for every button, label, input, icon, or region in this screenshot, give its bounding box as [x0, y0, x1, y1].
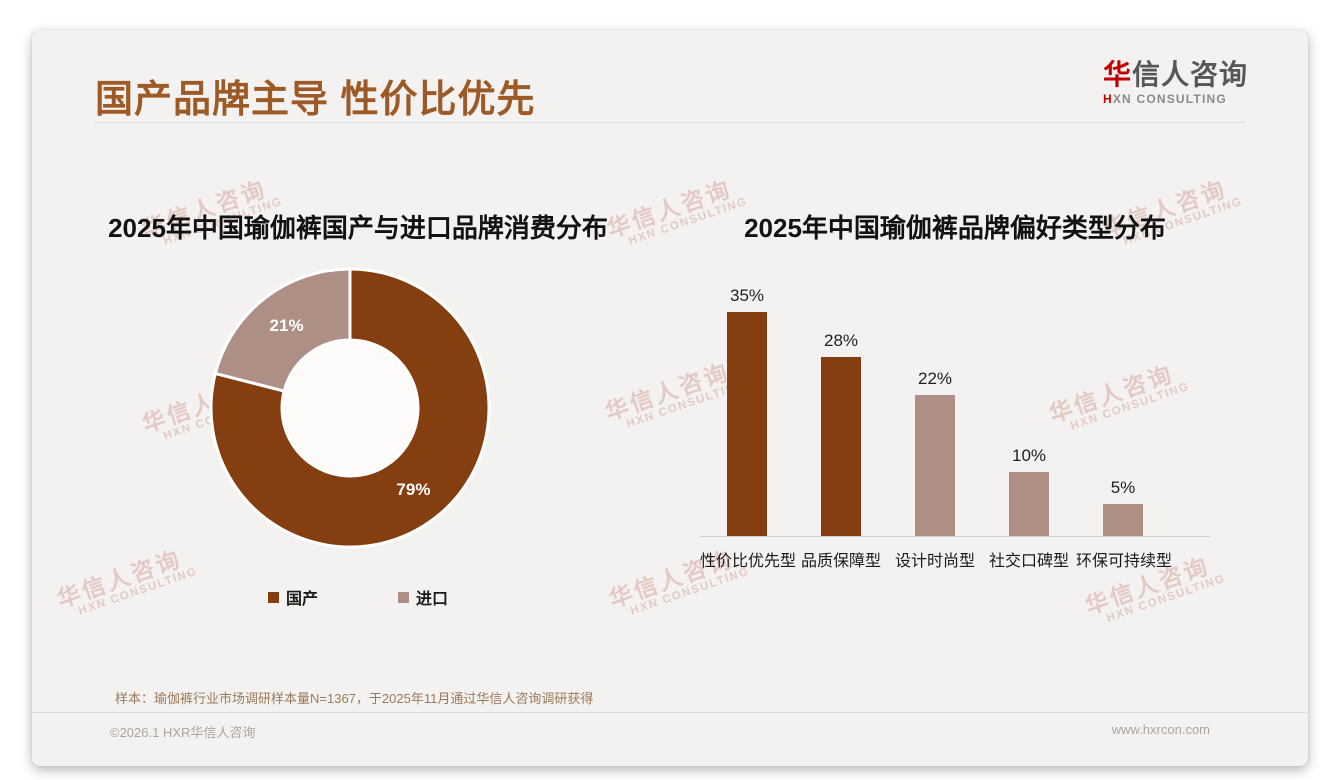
- bar-rect: [821, 356, 861, 536]
- donut-slice-国产: [209, 267, 491, 549]
- company-logo-en: HXN CONSULTING: [1103, 92, 1248, 106]
- bar-category-label: 品质保障型: [800, 553, 881, 570]
- company-logo-cn: 华信人咨询: [1102, 59, 1248, 91]
- donut-chart-title: 2025年中国瑜伽裤国产与进口品牌消费分布: [108, 213, 608, 243]
- donut-data-label: 21%: [269, 316, 304, 336]
- bar-column-品质保障型: 28%: [794, 331, 888, 536]
- bar-column-环保可持续型: 5%: [1076, 478, 1170, 536]
- bar-category-label: 性价比优先型: [700, 553, 797, 570]
- legend-swatch-icon: [267, 591, 279, 603]
- legend-item-进口: 进口: [398, 585, 448, 609]
- bar-category-label: 环保可持续型: [1076, 553, 1173, 570]
- legend-label: 国产: [285, 591, 318, 608]
- footer: ©2026.1 HXR华信人咨询 www.hxrcon.com: [110, 722, 1210, 741]
- title-divider: [95, 122, 1245, 123]
- logo-en-text: XN CONSULTING: [1112, 91, 1227, 106]
- bar-rect: [1103, 504, 1143, 536]
- donut-legend: 国产 进口: [68, 585, 648, 609]
- bar-category-labels: 性价比优先型 品质保障型 设计时尚型 社交口碑型 环保可持续型: [700, 547, 1173, 571]
- bar-column-性价比优先型: 35%: [700, 286, 794, 536]
- sample-note: 样本：瑜伽裤行业市场调研样本量N=1367，于2025年11月通过华信人咨询调研…: [115, 691, 594, 706]
- bar-value-label: 22%: [917, 369, 953, 389]
- legend-item-国产: 国产: [267, 585, 318, 609]
- logo-h-mark: H: [1102, 91, 1113, 106]
- donut-data-label: 79%: [396, 479, 431, 499]
- bar-rect: [1009, 472, 1049, 536]
- bar-chart: 35% 28% 22% 10% 5%: [700, 280, 1210, 537]
- legend-swatch-icon: [398, 591, 409, 603]
- bar-chart-title: 2025年中国瑜伽裤品牌偏好类型分布: [744, 213, 1166, 243]
- bar-rect: [915, 395, 955, 536]
- donut-hole: [283, 341, 417, 475]
- bar-category-label: 设计时尚型: [894, 553, 975, 570]
- website-url: www.hxrcon.com: [1111, 722, 1210, 737]
- company-logo: 华信人咨询 HXN CONSULTING: [1102, 59, 1248, 106]
- bar-value-label: 10%: [1011, 446, 1047, 465]
- slide-card: 华信人咨询 HXN CONSULTING 华信人咨询 HXN CONSULTING 华信…: [32, 30, 1308, 766]
- copyright-text: ©2026.1 HXR华信人咨询: [110, 725, 256, 740]
- bar-value-label: 35%: [729, 286, 765, 305]
- legend-label: 进口: [416, 591, 449, 608]
- donut-slice-进口: [213, 267, 352, 393]
- footer-divider: [32, 712, 1308, 713]
- bar-column-社交口碑型: 10%: [982, 446, 1076, 536]
- logo-rest-chars: 信人咨询: [1131, 59, 1248, 90]
- bar-value-label: 28%: [823, 330, 859, 350]
- bar-rect: [727, 312, 767, 536]
- bar-column-设计时尚型: 22%: [888, 369, 982, 536]
- donut-chart: [209, 267, 491, 549]
- page-title: 国产品牌主导 性价比优先: [95, 79, 536, 121]
- logo-first-char: 华: [1102, 59, 1132, 90]
- bar-value-label: 5%: [1110, 478, 1136, 497]
- bar-category-label: 社交口碑型: [988, 553, 1069, 570]
